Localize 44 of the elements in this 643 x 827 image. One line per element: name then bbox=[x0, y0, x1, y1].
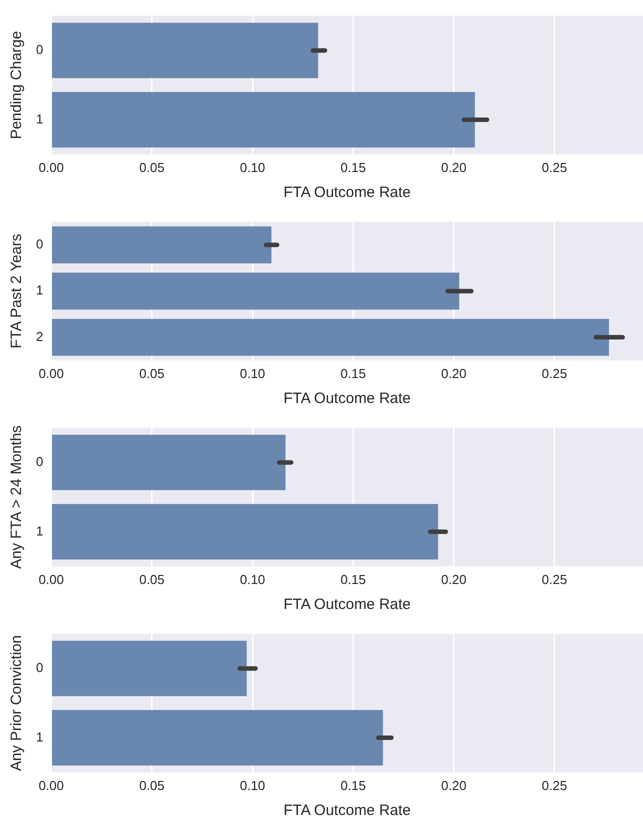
y-tick-label: 0 bbox=[36, 42, 44, 58]
x-tick-label: 0.20 bbox=[441, 366, 466, 381]
x-axis-title: FTA Outcome Rate bbox=[283, 390, 411, 408]
bar bbox=[52, 272, 460, 310]
y-axis-title: Any Prior Conviction bbox=[8, 635, 26, 772]
x-tick-label: 0.25 bbox=[542, 366, 568, 381]
x-axis-title: FTA Outcome Rate bbox=[283, 802, 411, 820]
x-tick-label: 0.00 bbox=[38, 160, 64, 175]
x-tick-label: 0.20 bbox=[441, 778, 466, 793]
x-tick-label: 0.05 bbox=[139, 160, 165, 175]
x-tick-label: 0.10 bbox=[240, 572, 266, 587]
bar bbox=[52, 318, 609, 356]
x-tick-label: 0.05 bbox=[139, 778, 165, 793]
y-tick-label: 2 bbox=[36, 328, 44, 344]
y-tick-label: 0 bbox=[36, 660, 44, 676]
y-tick-label: 1 bbox=[36, 282, 44, 298]
x-tick-label: 0.20 bbox=[441, 160, 466, 175]
x-tick-label: 0.00 bbox=[38, 366, 64, 381]
x-tick-label: 0.10 bbox=[240, 160, 266, 175]
x-tick-label: 0.15 bbox=[340, 778, 366, 793]
y-tick-label: 0 bbox=[36, 236, 44, 252]
x-tick-label: 0.05 bbox=[139, 572, 165, 587]
x-tick-label: 0.10 bbox=[240, 778, 266, 793]
x-tick-label: 0.20 bbox=[441, 572, 466, 587]
x-tick-label: 0.10 bbox=[240, 366, 266, 381]
y-tick-label: 0 bbox=[36, 454, 44, 470]
y-tick-label: 1 bbox=[36, 729, 44, 744]
x-tick-label: 0.25 bbox=[542, 160, 568, 175]
y-axis-title: Pending Charge bbox=[8, 30, 26, 140]
y-axis-title: Any FTA > 24 Months bbox=[8, 425, 26, 569]
x-tick-label: 0.25 bbox=[542, 778, 568, 793]
x-tick-label: 0.00 bbox=[38, 778, 64, 793]
x-tick-label: 0.25 bbox=[542, 572, 568, 587]
x-tick-label: 0.15 bbox=[340, 366, 366, 381]
x-tick-label: 0.15 bbox=[340, 572, 366, 587]
y-axis-title: FTA Past 2 Years bbox=[8, 234, 26, 348]
x-tick-label: 0.05 bbox=[139, 366, 165, 381]
bar bbox=[52, 226, 272, 264]
x-tick-label: 0.00 bbox=[38, 572, 64, 587]
y-tick-label: 1 bbox=[36, 523, 44, 538]
x-axis-title: FTA Outcome Rate bbox=[283, 596, 411, 614]
x-axis-title: FTA Outcome Rate bbox=[283, 184, 411, 202]
x-tick-label: 0.15 bbox=[340, 160, 366, 175]
y-tick-label: 1 bbox=[36, 111, 44, 126]
